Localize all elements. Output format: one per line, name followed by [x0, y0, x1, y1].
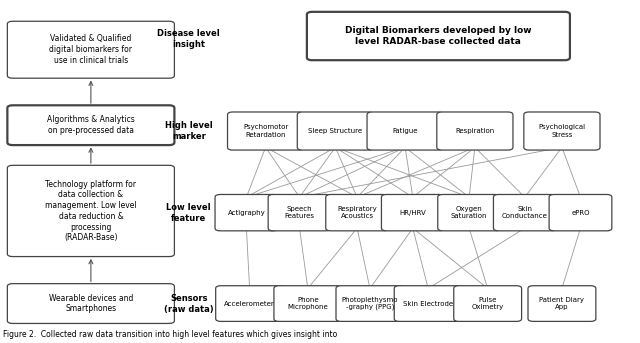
- FancyBboxPatch shape: [7, 105, 174, 145]
- FancyBboxPatch shape: [7, 21, 174, 78]
- Text: Skin Electrode: Skin Electrode: [403, 300, 453, 307]
- Text: Skin
Conductance: Skin Conductance: [502, 206, 548, 219]
- FancyBboxPatch shape: [298, 112, 374, 150]
- FancyBboxPatch shape: [454, 286, 522, 321]
- Text: Low level
feature: Low level feature: [166, 203, 211, 223]
- FancyBboxPatch shape: [549, 194, 612, 231]
- Text: Respiratory
Acoustics: Respiratory Acoustics: [337, 206, 377, 219]
- Text: Phone
Microphone: Phone Microphone: [287, 297, 328, 310]
- Text: Technology platform for
data collection &
management. Low level
data reduction &: Technology platform for data collection …: [45, 180, 137, 242]
- Text: High level
marker: High level marker: [165, 121, 212, 141]
- Text: ePRO: ePRO: [572, 210, 589, 216]
- FancyBboxPatch shape: [524, 112, 600, 150]
- FancyBboxPatch shape: [307, 12, 570, 60]
- FancyBboxPatch shape: [394, 286, 462, 321]
- FancyBboxPatch shape: [7, 165, 174, 257]
- Text: Oxygen
Saturation: Oxygen Saturation: [451, 206, 488, 219]
- Text: Disease level
insight: Disease level insight: [157, 29, 220, 49]
- Text: Patient Diary
App: Patient Diary App: [540, 297, 584, 310]
- FancyBboxPatch shape: [216, 286, 284, 321]
- FancyBboxPatch shape: [493, 194, 556, 231]
- Text: Respiration: Respiration: [455, 128, 495, 134]
- FancyBboxPatch shape: [381, 194, 444, 231]
- FancyBboxPatch shape: [268, 194, 331, 231]
- Text: Fatigue: Fatigue: [392, 128, 418, 134]
- FancyBboxPatch shape: [437, 112, 513, 150]
- Text: Psychomotor
Retardation: Psychomotor Retardation: [243, 125, 288, 138]
- Text: Algorithms & Analytics
on pre-processed data: Algorithms & Analytics on pre-processed …: [47, 115, 135, 135]
- Text: Actigraphy: Actigraphy: [228, 210, 265, 216]
- Text: Pulse
Oximetry: Pulse Oximetry: [472, 297, 504, 310]
- Text: Sleep Structure: Sleep Structure: [308, 128, 362, 134]
- FancyBboxPatch shape: [367, 112, 443, 150]
- FancyBboxPatch shape: [326, 194, 388, 231]
- FancyBboxPatch shape: [336, 286, 404, 321]
- FancyBboxPatch shape: [215, 194, 278, 231]
- Text: Sensors
(raw data): Sensors (raw data): [164, 294, 214, 314]
- Text: Digital Biomarkers developed by low
level RADAR-base collected data: Digital Biomarkers developed by low leve…: [345, 26, 532, 46]
- FancyBboxPatch shape: [7, 284, 174, 323]
- Text: Figure 2.  Collected raw data transition into high level features which gives in: Figure 2. Collected raw data transition …: [3, 330, 337, 339]
- Text: Wearable devices and
Smartphones: Wearable devices and Smartphones: [49, 294, 133, 314]
- FancyBboxPatch shape: [228, 112, 304, 150]
- Text: Speech
Features: Speech Features: [285, 206, 314, 219]
- Text: Accelerometer: Accelerometer: [224, 300, 275, 307]
- FancyBboxPatch shape: [438, 194, 500, 231]
- FancyBboxPatch shape: [528, 286, 596, 321]
- Text: Photoplethysmo
-graphy (PPG): Photoplethysmo -graphy (PPG): [342, 297, 398, 310]
- Text: Validated & Qualified
digital biomarkers for
use in clinical trials: Validated & Qualified digital biomarkers…: [49, 35, 132, 65]
- Text: HR/HRV: HR/HRV: [399, 210, 426, 216]
- Text: Psychological
Stress: Psychological Stress: [538, 125, 586, 138]
- FancyBboxPatch shape: [274, 286, 342, 321]
